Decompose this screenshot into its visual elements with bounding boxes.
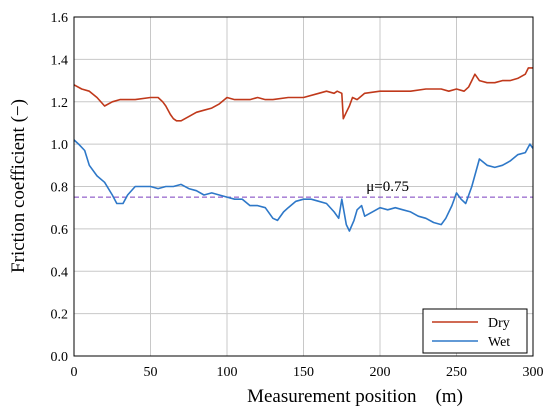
x-axis-title: Measurement position (m) [247,386,463,407]
reference-line-group: μ=0.75 [74,179,533,198]
y-tick-label: 1.2 [51,96,69,111]
y-tick-labels: 0.0 0.2 0.4 0.6 0.8 1.0 1.2 1.4 1.6 [51,11,69,365]
plot-frame [73,16,534,357]
series-lines [73,67,534,232]
legend-box [422,308,528,354]
x-tick-label: 300 [523,365,544,380]
reference-line-label: μ=0.75 [366,179,409,195]
y-tick-label: 0.2 [51,308,69,323]
y-tick-label: 1.0 [51,138,69,153]
y-tick-label: 0.8 [51,181,69,196]
y-axis-title: Friction coefficient (−) [8,99,29,273]
x-tick-label: 50 [144,365,158,380]
legend-label-dry: Dry [488,316,510,331]
y-tick-label: 0.0 [51,350,69,365]
y-tick-label: 1.4 [51,53,69,68]
legend-label-wet: Wet [488,335,510,350]
x-tick-label: 150 [293,365,314,380]
series-line-dry [73,67,533,122]
x-tick-label: 100 [217,365,238,380]
y-tick-label: 1.6 [51,11,69,26]
legend: Dry Wet [422,308,528,354]
x-tick-label: 200 [370,365,391,380]
x-tick-label: 0 [71,365,78,380]
x-tick-label: 250 [446,365,467,380]
x-tick-labels: 0 50 100 150 200 250 300 [71,365,544,380]
y-tick-label: 0.6 [51,223,69,238]
y-tick-label: 0.4 [51,265,69,280]
series-line-wet [73,139,534,232]
